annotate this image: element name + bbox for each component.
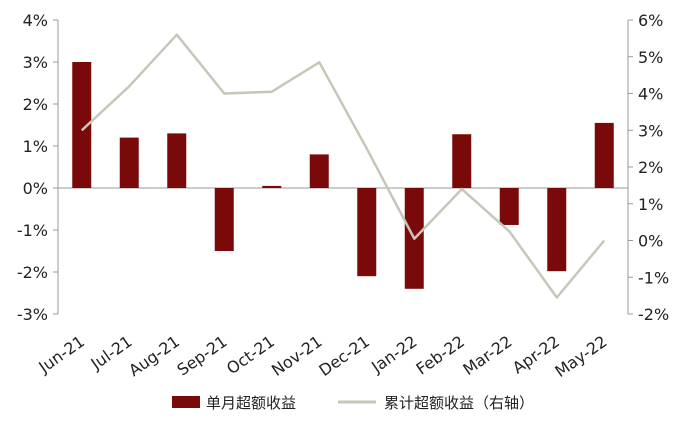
right-tick-label: 1% <box>638 195 663 214</box>
bar-Aug-21 <box>167 133 187 188</box>
right-tick-label: 5% <box>638 48 663 67</box>
category-label-Feb-22: Feb-22 <box>413 332 469 379</box>
bar-Oct-21 <box>262 185 282 188</box>
bar-Dec-21 <box>357 188 377 277</box>
left-tick-label: 3% <box>23 53 48 72</box>
bar-Sep-21 <box>214 188 234 251</box>
category-labels: Jun-21 Jul-21Aug-21Sep-21Oct-21Nov-21Dec-… <box>34 332 610 381</box>
left-tick-label: 1% <box>23 137 48 156</box>
bar-Mar-22 <box>499 188 519 225</box>
left-tick-label: 0% <box>23 179 48 198</box>
left-tick-label: -2% <box>17 263 48 282</box>
right-tick-label: -2% <box>638 305 669 324</box>
right-axis-ticks: 6% 5% 4% 3% 2% 1% 0% -1% -2% <box>628 11 669 324</box>
category-label-Mar-22: Mar-22 <box>459 332 515 379</box>
left-tick-label: 4% <box>23 11 48 30</box>
axes <box>57 20 629 314</box>
category-label-Nov-21: Nov-21 <box>268 332 326 380</box>
right-tick-label: 2% <box>638 158 663 177</box>
bar-Jul-21 <box>119 137 139 188</box>
right-tick-label: 6% <box>638 11 663 30</box>
legend-bar-label: 单月超额收益 <box>206 394 296 412</box>
left-axis-ticks: 4% 3% 2% 1% 0% -1% -2% -3% <box>17 11 58 324</box>
category-label-Aug-21: Aug-21 <box>125 332 183 380</box>
category-label-Jan-22: Jan-22 <box>367 332 420 377</box>
bar-Nov-21 <box>309 154 329 188</box>
category-label-Jun-21: Jun-21 <box>34 332 88 377</box>
cumulative-line <box>80 33 606 299</box>
cumulative-line-path <box>80 33 606 299</box>
right-tick-label: 3% <box>638 121 663 140</box>
category-label-May-22: May-22 <box>551 332 610 381</box>
right-tick-label: 0% <box>638 232 663 251</box>
bars <box>72 62 614 289</box>
bar-Feb-22 <box>452 134 472 188</box>
legend: 单月超额收益 累计超额收益（右轴） <box>172 394 534 412</box>
right-tick-label: -1% <box>638 268 669 287</box>
category-label-Sep-21: Sep-21 <box>174 332 231 380</box>
left-tick-label: -3% <box>17 305 48 324</box>
bar-May-22 <box>594 122 614 188</box>
bar-Apr-22 <box>547 188 567 272</box>
left-tick-label: 2% <box>23 95 48 114</box>
category-label-Dec-21: Dec-21 <box>315 332 373 380</box>
right-tick-label: 4% <box>638 85 663 104</box>
bar-Jun-21 <box>72 62 92 188</box>
legend-line-label: 累计超额收益（右轴） <box>384 394 534 412</box>
left-tick-label: -1% <box>17 221 48 240</box>
category-label-Oct-21: Oct-21 <box>223 332 278 378</box>
legend-bar-swatch <box>172 396 200 408</box>
